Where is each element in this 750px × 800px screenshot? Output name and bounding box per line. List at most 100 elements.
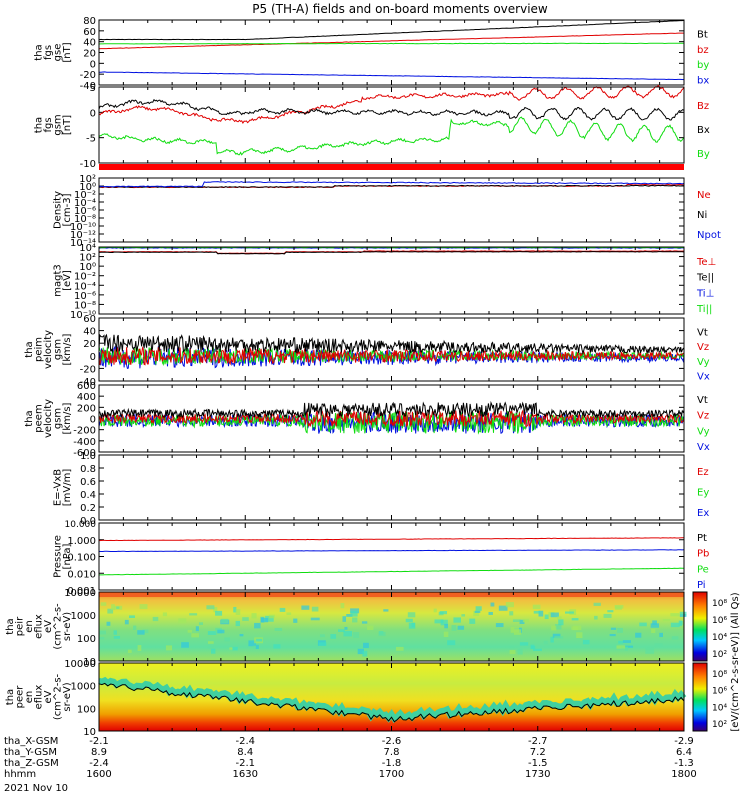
spectrogram-cell <box>603 613 612 618</box>
x-axis-value: 7.8 <box>384 747 400 758</box>
spectrogram-cell <box>550 612 559 618</box>
legend-pressure-1: Pb <box>697 549 709 560</box>
y-tick-label: 10000 <box>64 659 96 670</box>
spectrogram-cell <box>198 622 204 626</box>
ylabel-line: en <box>24 620 35 633</box>
y-tick-label: 0 <box>90 352 96 363</box>
ylabel-line: [km/s] <box>62 402 73 434</box>
legend-efield-1: Ey <box>697 488 709 499</box>
y-tick-label: 100 <box>77 704 96 715</box>
colorbar-tick: 10⁶ <box>712 616 727 626</box>
x-axis-value: -2.4 <box>235 736 255 747</box>
spectrogram-cell <box>152 616 159 622</box>
legend-temperature-3: Ti|| <box>696 304 712 315</box>
y-tick-label: 10⁻⁶ <box>74 291 96 302</box>
x-axis-value: 8.9 <box>91 747 107 758</box>
y-tick-label: -40 <box>80 81 96 92</box>
ylabel-line: tha <box>24 410 35 426</box>
spectrogram-cell <box>582 639 590 645</box>
ylabel-line: eV <box>43 620 54 633</box>
spectrogram-cell <box>555 624 562 630</box>
panel-frame <box>98 246 685 315</box>
spectrogram-cell <box>279 607 286 612</box>
spectrogram-cell <box>652 620 657 625</box>
colorbar-tick: 10⁸ <box>712 599 727 609</box>
ylabel-line: tha <box>34 117 45 133</box>
spectrogram-cell <box>181 642 189 648</box>
spectrogram-peir <box>99 592 684 661</box>
y-tick-label: 10⁰ <box>79 262 96 273</box>
ylabel-line: [cm-3] <box>62 193 73 226</box>
spectrogram-cell <box>207 641 214 644</box>
ylabel-line: gse <box>53 44 64 62</box>
legend-pressure-2: Pe <box>697 564 709 575</box>
spectrogram-cell <box>165 645 173 651</box>
y-tick-label: 10⁻⁸ <box>74 214 96 225</box>
y-tick-label: 0.0 <box>80 516 96 527</box>
spectrogram-cell <box>217 629 225 634</box>
ylabel-efield: E=-VxB[mV/m] <box>53 469 74 507</box>
y-tick-label: 10⁻⁸ <box>74 300 96 311</box>
y-tick-label: 1000 <box>71 611 96 622</box>
x-axis-date: 2021 Nov 10 <box>4 783 68 794</box>
y-tick-label: 0.001 <box>67 586 96 597</box>
spectrogram-cell <box>678 620 683 627</box>
y-tick-label: -5 <box>86 134 96 145</box>
x-axis: tha_X-GSM -2.1 -2.4 -2.6 -2.7 -2.9 tha_Y-GSM 8.… <box>4 736 697 794</box>
x-axis-value: 1730 <box>525 769 550 780</box>
plot-area-peer <box>98 663 687 731</box>
spectrogram-cell <box>99 636 105 640</box>
series-Vt <box>98 400 685 420</box>
ylabel-line: tha <box>5 618 16 634</box>
legend-peem-velocity-3: Vx <box>697 442 710 453</box>
y-tick-label: 10⁻¹⁴ <box>70 238 96 249</box>
panel-frame <box>98 454 685 521</box>
y-tick-label: -10 <box>80 159 96 170</box>
y-tick-label: 10 <box>83 657 96 668</box>
spectrogram-cell <box>519 619 525 624</box>
ylabel-line: gsm <box>53 339 64 360</box>
series-bx <box>99 71 685 81</box>
legend-peem-velocity-2: Vy <box>697 426 710 437</box>
spectrogram-cell <box>624 646 628 651</box>
spectrogram-cell <box>286 612 292 615</box>
ylabel-temperature: magt3[eV] <box>53 264 74 297</box>
x-axis-row-label: tha_Y-GSM <box>4 747 57 758</box>
y-tick-label: 60 <box>83 314 96 325</box>
spectrogram-cell <box>495 623 504 628</box>
panel-pressure: Pressure[nPa]10.0001.0000.1000.0100.001P… <box>53 520 710 597</box>
spectrogram-cell <box>551 625 557 631</box>
colorbar-tick: 10⁶ <box>712 687 727 697</box>
spectrogram-cell <box>609 633 616 637</box>
ylabel-line: [km/s] <box>62 333 73 365</box>
ylabel-line: velocity <box>43 330 54 369</box>
x-axis-value: 6.4 <box>676 747 692 758</box>
ylabel-line: [nT] <box>62 115 73 135</box>
colorbar-strip <box>692 591 708 662</box>
spectrogram-cell <box>488 611 493 615</box>
spectrogram-cell <box>383 609 389 612</box>
panel-efield: E=-VxB[mV/m] 1.0 0.8 0.6 0.4 0.2 0.0 Ez Ey Ex <box>53 451 710 527</box>
spectrogram-cell <box>274 627 283 631</box>
spectrogram-cell <box>517 648 523 655</box>
legend-peem-velocity-0: Vt <box>697 395 708 406</box>
ylabel-line: eflux <box>34 614 45 639</box>
legend-density-1: Ni <box>697 210 707 221</box>
spectrogram-cell <box>650 623 660 628</box>
ylabel-line: fgs <box>43 45 54 60</box>
ylabel-line: tha <box>24 341 35 357</box>
y-tick-label: 10 <box>83 727 96 738</box>
ylabel-line: en <box>24 691 35 704</box>
series-Pe <box>99 567 684 576</box>
y-tick-label: 400 <box>77 392 96 403</box>
spectrogram-cell <box>572 625 582 631</box>
spectrogram-cell <box>311 606 319 612</box>
y-tick-label: 10⁻¹² <box>70 230 96 241</box>
spectrogram-cell <box>224 637 230 642</box>
spectrogram-cell <box>195 626 199 632</box>
spectrogram-cell <box>207 631 217 635</box>
